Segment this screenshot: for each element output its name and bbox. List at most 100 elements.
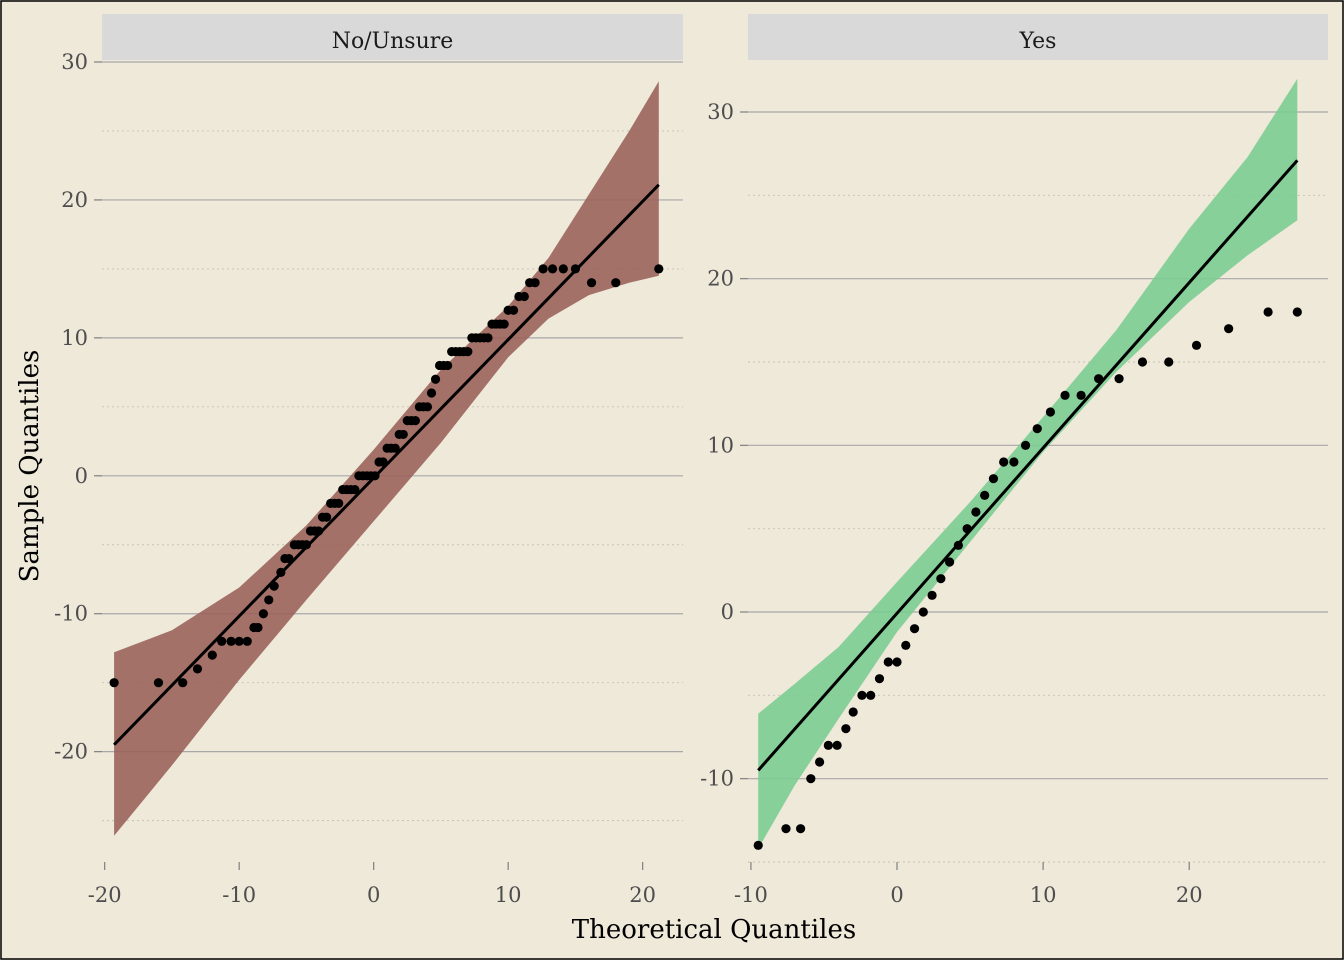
data-point [883, 657, 893, 667]
data-point [1224, 324, 1234, 334]
y-tick-label: 20 [61, 188, 88, 212]
data-point [483, 333, 493, 343]
y-tick-label: -10 [54, 602, 88, 626]
panel-1: Yes -10 0 10 20 30 -10 0 10 20 [700, 14, 1328, 907]
panel-0: No/Unsure -20 -10 0 10 20 30 -20 -10 0 10 20 [54, 14, 683, 907]
data-point [806, 774, 816, 784]
data-point [207, 650, 217, 660]
x-axis-title: Theoretical Quantiles [572, 915, 856, 945]
data-point [1191, 340, 1202, 350]
data-point [1020, 440, 1031, 450]
data-point [611, 278, 621, 288]
data-point [866, 690, 876, 700]
data-point [499, 319, 509, 329]
data-point [848, 707, 858, 717]
data-point [753, 840, 763, 850]
data-point [558, 264, 568, 274]
data-point [234, 636, 244, 646]
data-point [264, 595, 274, 605]
facet-panels: No/Unsure -20 -10 0 10 20 30 -20 -10 0 10 20 Yes -10 0… [54, 14, 1328, 907]
data-point [936, 574, 946, 584]
data-point [350, 484, 360, 495]
data-point [999, 457, 1009, 467]
x-tick-label: 10 [1030, 883, 1057, 907]
data-point [519, 291, 529, 302]
y-tick-label: 30 [707, 100, 734, 124]
data-point [1045, 407, 1056, 417]
data-point [426, 388, 437, 398]
x-tick-label: -10 [734, 883, 768, 907]
y-tick-label: -10 [700, 767, 734, 791]
data-point [242, 636, 252, 646]
data-point [430, 374, 441, 384]
data-point [422, 402, 433, 412]
data-point [398, 429, 408, 440]
data-point [321, 512, 332, 522]
data-point [892, 657, 902, 667]
data-point [874, 674, 885, 684]
data-point [301, 540, 312, 550]
data-point [109, 678, 119, 688]
data-point [823, 740, 833, 750]
facet-strip [102, 14, 683, 60]
data-point [1032, 424, 1042, 434]
data-point [781, 824, 791, 834]
y-axis-title: Sample Quantiles [15, 350, 45, 583]
data-point [226, 636, 236, 646]
data-point [988, 474, 999, 484]
x-tick-label: 0 [890, 883, 903, 907]
data-point [253, 622, 263, 633]
facet-strip-label: Yes [1019, 29, 1057, 54]
data-point [971, 507, 981, 517]
y-tick-label: 10 [61, 326, 88, 350]
data-point [841, 724, 851, 734]
data-point [586, 278, 597, 288]
data-point [927, 590, 937, 600]
x-tick-label: -20 [88, 883, 122, 907]
data-point [410, 416, 420, 426]
data-point [390, 443, 400, 453]
data-point [334, 498, 344, 508]
data-point [1164, 357, 1174, 367]
data-point [945, 557, 955, 567]
confidence-band [114, 81, 659, 836]
x-tick-label: 10 [495, 883, 522, 907]
facet-strip [748, 14, 1328, 60]
data-point [1076, 390, 1086, 400]
y-tick-label: 10 [707, 433, 734, 457]
y-tick-label: 20 [707, 267, 734, 291]
data-point [918, 607, 928, 617]
data-point [909, 624, 920, 634]
x-tick-label: -10 [222, 883, 256, 907]
data-point [192, 664, 203, 674]
y-tick-label: 30 [61, 50, 88, 74]
y-tick-label: 0 [721, 600, 734, 624]
data-point [508, 305, 519, 315]
x-tick-label: 20 [629, 883, 656, 907]
data-point [1137, 357, 1148, 367]
data-point [1060, 390, 1070, 400]
data-point [654, 264, 664, 274]
data-point [1263, 307, 1273, 317]
data-point [832, 740, 842, 750]
y-tick-label: 0 [75, 464, 88, 488]
data-point [443, 360, 453, 371]
x-tick-label: 20 [1176, 883, 1203, 907]
data-point [178, 678, 188, 688]
data-point [258, 609, 268, 619]
data-point [857, 690, 867, 700]
data-point [530, 278, 540, 288]
x-tick-label: 0 [367, 883, 380, 907]
data-point [153, 678, 164, 688]
data-point [814, 757, 825, 767]
y-tick-label: -20 [54, 740, 88, 764]
data-point [1009, 457, 1019, 467]
data-point [463, 347, 473, 357]
data-point [795, 824, 806, 834]
reference-line [113, 183, 660, 746]
reference-line [757, 159, 1299, 772]
data-point [547, 264, 558, 274]
